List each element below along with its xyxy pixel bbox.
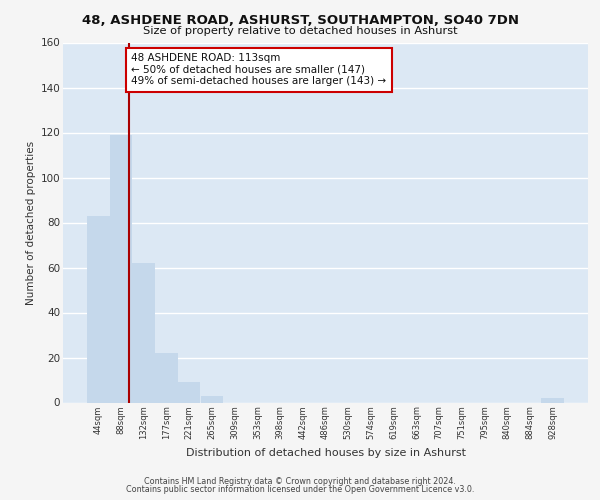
X-axis label: Distribution of detached houses by size in Ashurst: Distribution of detached houses by size … [185,448,466,458]
Bar [110,134,133,402]
Text: Contains HM Land Registry data © Crown copyright and database right 2024.: Contains HM Land Registry data © Crown c… [144,478,456,486]
Text: 48, ASHDENE ROAD, ASHURST, SOUTHAMPTON, SO40 7DN: 48, ASHDENE ROAD, ASHURST, SOUTHAMPTON, … [82,14,518,27]
Bar [133,263,155,402]
Text: Contains public sector information licensed under the Open Government Licence v3: Contains public sector information licen… [126,485,474,494]
Bar [541,398,564,402]
Bar [155,353,178,403]
Bar [200,396,223,402]
Y-axis label: Number of detached properties: Number of detached properties [26,140,37,304]
Bar [87,216,110,402]
Text: Size of property relative to detached houses in Ashurst: Size of property relative to detached ho… [143,26,457,36]
Text: 48 ASHDENE ROAD: 113sqm
← 50% of detached houses are smaller (147)
49% of semi-d: 48 ASHDENE ROAD: 113sqm ← 50% of detache… [131,54,386,86]
Bar [178,382,200,402]
